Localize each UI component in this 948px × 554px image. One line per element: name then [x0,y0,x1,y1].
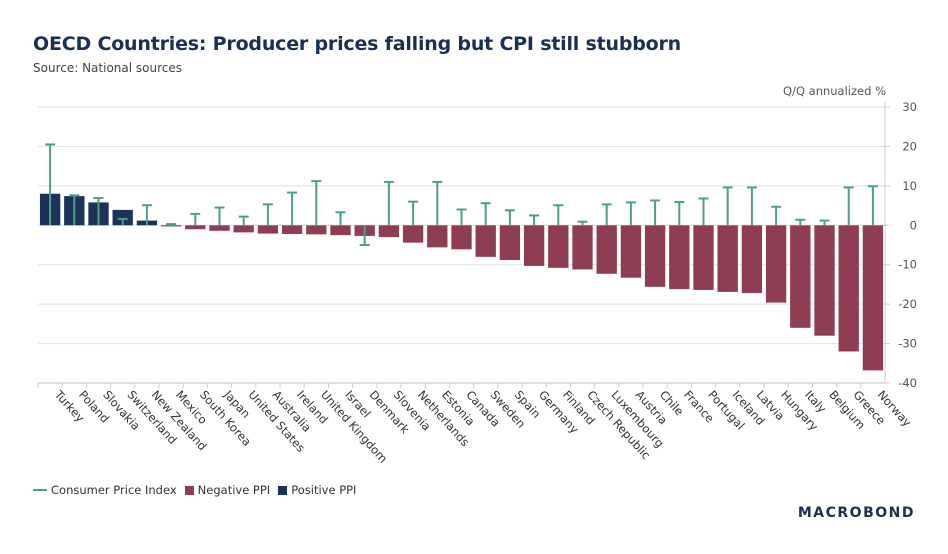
ppi-bar [790,225,811,328]
y-tick-label: 10 [902,179,917,193]
legend: Consumer Price Index Negative PPI Positi… [33,483,360,497]
ppi-bar [862,225,884,371]
legend-swatch-positive-ppi [278,485,288,495]
legend-item-negative-ppi: Negative PPI [184,483,271,497]
ppi-bar [160,225,182,227]
y-tick-label: 20 [902,139,917,153]
ppi-bar [838,225,859,352]
legend-swatch-negative-ppi [184,485,194,495]
ppi-bar [112,209,133,226]
y-tick-label: -20 [898,297,917,311]
ppi-bar [281,225,303,234]
ppi-bar [233,225,254,233]
ppi-bar [499,225,521,260]
y-tick-label: 0 [910,218,917,232]
legend-label: Positive PPI [291,483,357,497]
ppi-bar [257,225,279,234]
y-axis-label: Q/Q annualized % [783,84,886,98]
ppi-bar [693,225,714,290]
ppi-bar [814,225,835,336]
ppi-bar [330,225,351,236]
ppi-bar [548,225,569,268]
ppi-bar [596,225,617,274]
y-tick-label: -40 [898,376,917,390]
ppi-bar [620,225,642,278]
legend-label: Consumer Price Index [51,483,177,497]
legend-item-positive-ppi: Positive PPI [278,483,356,497]
ppi-bar [451,225,472,250]
y-tick-label: 30 [902,100,917,114]
ppi-bar [306,225,327,235]
ppi-bar [185,225,206,230]
y-tick-label: -30 [898,337,917,351]
legend-swatch-cpi [33,489,47,491]
ppi-bar [717,225,738,292]
legend-label: Negative PPI [197,483,271,497]
ppi-bar [523,225,545,266]
ppi-bar [475,225,496,257]
ppi-bar [378,225,400,238]
ppi-bar [209,225,230,231]
macrobond-logo: MACROBOND [797,505,915,521]
ppi-bar [765,225,787,303]
ppi-bar [427,225,448,248]
ppi-bar [572,225,593,270]
chart-subtitle: Source: National sources [33,61,182,75]
y-tick-label: -10 [898,258,917,272]
ppi-bar [741,225,763,294]
ppi-bar [402,225,424,243]
ppi-bar [669,225,690,290]
chart-title: OECD Countries: Producer prices falling … [33,33,682,55]
ppi-bar [644,225,666,287]
legend-item-cpi: Consumer Price Index [33,483,177,497]
